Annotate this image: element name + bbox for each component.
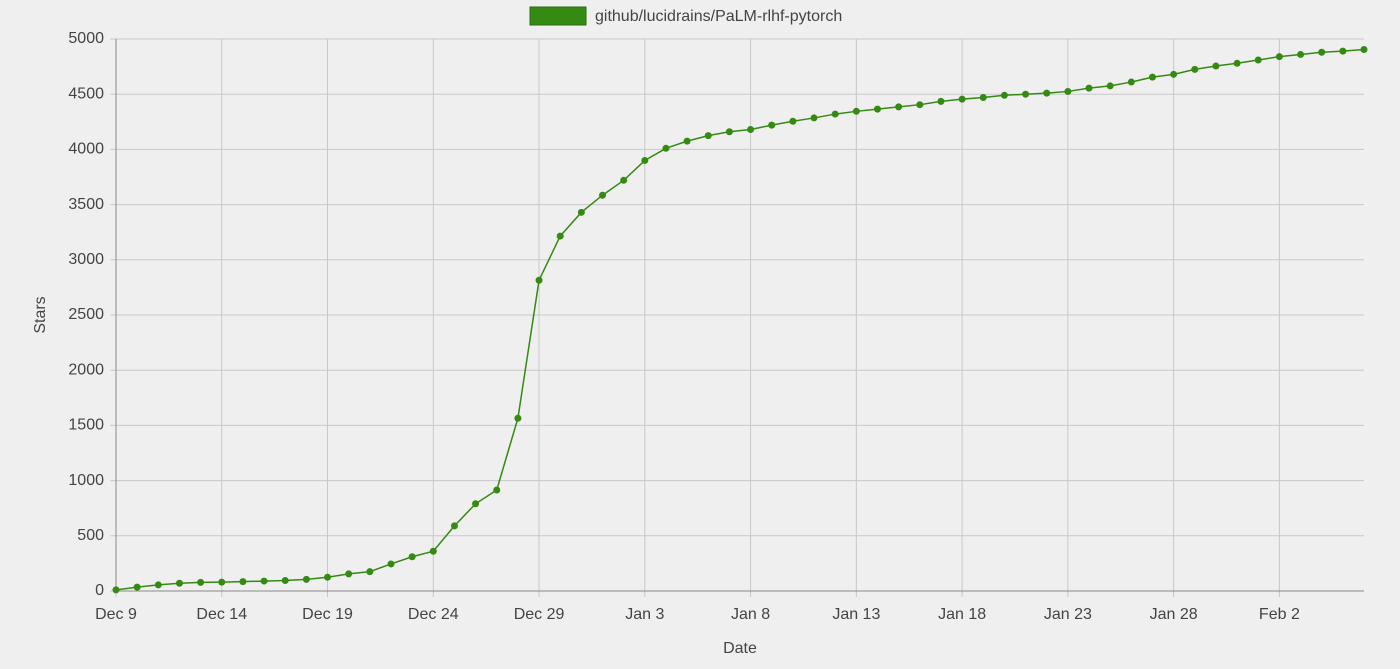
point xyxy=(599,191,607,199)
y-tick-label: 1500 xyxy=(68,417,104,434)
point xyxy=(683,137,691,145)
point xyxy=(577,208,585,216)
point xyxy=(1127,78,1135,86)
point xyxy=(324,573,332,581)
point xyxy=(175,579,183,587)
point xyxy=(472,500,480,508)
y-tick-label: 2500 xyxy=(68,306,104,323)
point xyxy=(641,156,649,164)
point xyxy=(366,568,374,576)
point xyxy=(1212,62,1220,70)
x-tick-label: Dec 19 xyxy=(302,606,353,623)
point xyxy=(1064,87,1072,95)
point xyxy=(218,578,226,586)
y-tick-label: 5000 xyxy=(68,30,104,47)
y-tick-label: 0 xyxy=(95,582,104,599)
point xyxy=(937,97,945,105)
point xyxy=(450,522,458,530)
x-tick-label: Jan 3 xyxy=(625,606,664,623)
y-tick-label: 2000 xyxy=(68,361,104,378)
point xyxy=(958,95,966,103)
point xyxy=(1043,89,1051,97)
point xyxy=(1106,82,1114,90)
x-tick-label: Jan 23 xyxy=(1044,606,1092,623)
point xyxy=(704,132,712,140)
point xyxy=(112,586,120,594)
x-tick-label: Dec 24 xyxy=(408,606,459,623)
line xyxy=(115,48,1365,591)
y-tick-label: 3500 xyxy=(68,196,104,213)
y-tick-label: 4500 xyxy=(68,85,104,102)
point xyxy=(1297,50,1305,58)
legend-label: github/lucidrains/PaLM-rlhf-pytorch xyxy=(595,8,842,25)
y-tick-label: 4000 xyxy=(68,141,104,158)
y-tick-label: 500 xyxy=(77,527,104,544)
point xyxy=(133,583,141,591)
point xyxy=(239,578,247,586)
point xyxy=(768,121,776,129)
point xyxy=(1233,59,1241,67)
point xyxy=(979,94,987,102)
point xyxy=(535,276,543,284)
point xyxy=(260,577,268,585)
point xyxy=(302,575,310,583)
y-tick-label: 1000 xyxy=(68,472,104,489)
point xyxy=(1318,48,1326,56)
point xyxy=(493,486,501,494)
point xyxy=(1085,84,1093,92)
point xyxy=(1254,56,1262,64)
point xyxy=(620,176,628,184)
point xyxy=(1275,53,1283,61)
point xyxy=(831,110,839,118)
point xyxy=(810,114,818,122)
point xyxy=(747,126,755,134)
point xyxy=(408,553,416,561)
point xyxy=(1339,47,1347,55)
point xyxy=(345,570,353,578)
x-tick-label: Jan 28 xyxy=(1150,606,1198,623)
point xyxy=(895,103,903,111)
point xyxy=(1191,65,1199,73)
point xyxy=(281,577,289,585)
x-tick-label: Feb 2 xyxy=(1259,606,1300,623)
x-tick-label: Jan 18 xyxy=(938,606,986,623)
point xyxy=(514,414,522,422)
x-tick-label: Dec 14 xyxy=(196,606,247,623)
point xyxy=(916,101,924,109)
point xyxy=(725,128,733,136)
x-tick-label: Dec 9 xyxy=(95,606,137,623)
legend-swatch xyxy=(529,6,587,26)
point xyxy=(662,144,670,152)
point xyxy=(852,107,860,115)
point xyxy=(197,578,205,586)
point xyxy=(1022,90,1030,98)
point xyxy=(556,232,564,240)
point xyxy=(1000,91,1008,99)
y-axis-label: Stars xyxy=(32,296,49,333)
point xyxy=(789,117,797,125)
x-axis-label: Date xyxy=(723,640,757,657)
point xyxy=(1148,73,1156,81)
point xyxy=(154,581,162,589)
x-tick-label: Jan 8 xyxy=(731,606,770,623)
point xyxy=(873,105,881,113)
point xyxy=(1170,70,1178,78)
point xyxy=(387,560,395,568)
x-tick-label: Dec 29 xyxy=(514,606,565,623)
y-tick-label: 3000 xyxy=(68,251,104,268)
point xyxy=(1360,45,1368,53)
x-tick-label: Jan 13 xyxy=(832,606,880,623)
point xyxy=(429,547,437,555)
